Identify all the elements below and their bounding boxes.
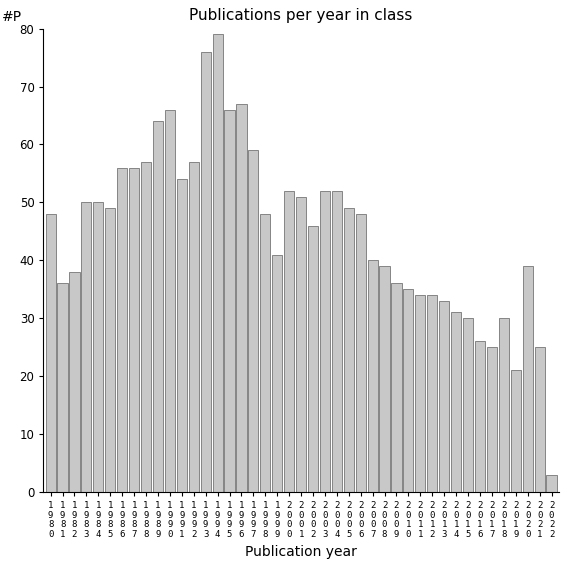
Bar	[320, 191, 330, 492]
Bar	[535, 347, 545, 492]
Bar	[225, 110, 235, 492]
Bar	[475, 341, 485, 492]
Bar	[284, 191, 294, 492]
Bar	[523, 266, 533, 492]
Bar	[141, 162, 151, 492]
Bar	[165, 110, 175, 492]
Bar	[129, 168, 139, 492]
Bar	[487, 347, 497, 492]
Bar	[189, 162, 199, 492]
Bar	[69, 272, 79, 492]
Bar	[308, 226, 318, 492]
Bar	[379, 266, 390, 492]
Bar	[201, 52, 211, 492]
Bar	[81, 202, 91, 492]
Bar	[427, 295, 437, 492]
Bar	[344, 208, 354, 492]
Bar	[415, 295, 425, 492]
Bar	[391, 284, 401, 492]
Bar	[451, 312, 461, 492]
Bar	[153, 121, 163, 492]
Bar	[57, 284, 67, 492]
Bar	[177, 179, 187, 492]
Bar	[296, 197, 306, 492]
Bar	[367, 260, 378, 492]
Bar	[248, 150, 259, 492]
Bar	[272, 255, 282, 492]
Bar	[332, 191, 342, 492]
Bar	[94, 202, 103, 492]
X-axis label: Publication year: Publication year	[245, 545, 357, 558]
Bar	[213, 35, 223, 492]
Bar	[356, 214, 366, 492]
Bar	[463, 318, 473, 492]
Bar	[499, 318, 509, 492]
Text: #P: #P	[2, 10, 23, 24]
Bar	[260, 214, 270, 492]
Bar	[45, 214, 56, 492]
Bar	[547, 475, 557, 492]
Bar	[105, 208, 115, 492]
Title: Publications per year in class: Publications per year in class	[189, 9, 413, 23]
Bar	[439, 301, 449, 492]
Bar	[236, 104, 247, 492]
Bar	[117, 168, 127, 492]
Bar	[511, 370, 521, 492]
Bar	[403, 289, 413, 492]
